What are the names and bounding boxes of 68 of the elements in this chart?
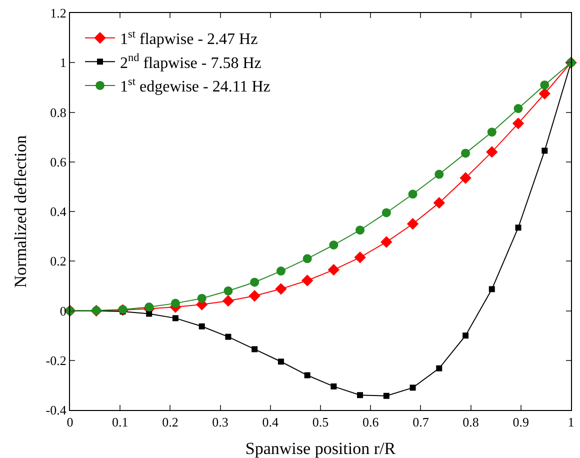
x-tick-label: 0.2: [162, 414, 178, 430]
point: [354, 252, 366, 264]
y-tick-label: 0: [60, 303, 66, 318]
point: [248, 290, 260, 302]
point: [304, 372, 310, 378]
x-tick-label: 0.4: [262, 414, 280, 430]
point: [540, 80, 550, 90]
point: [433, 196, 445, 209]
point: [250, 278, 260, 287]
point: [222, 294, 234, 307]
point: [275, 283, 287, 295]
point: [198, 323, 205, 330]
point: [276, 266, 286, 276]
x-tick-label: 0.3: [212, 414, 228, 430]
point: [538, 88, 550, 100]
point: [357, 392, 364, 398]
y-tick-label: 1.2: [50, 6, 66, 21]
point: [410, 384, 416, 391]
point: [224, 286, 233, 296]
point: [514, 104, 523, 114]
point: [225, 334, 232, 340]
point: [301, 274, 314, 286]
point: [406, 218, 419, 230]
point: [512, 118, 524, 130]
point: [380, 236, 392, 248]
x-tick-label: 0.6: [362, 414, 380, 430]
point: [486, 146, 498, 158]
y-tick-label: 0.6: [50, 154, 67, 170]
point: [462, 332, 469, 339]
point: [302, 254, 312, 264]
legend-label: 1$^{st}$ edgewise - 24.11 Hz: [120, 76, 270, 96]
point: [330, 383, 337, 390]
x-tick-label: 0.8: [462, 414, 479, 430]
point: [515, 224, 522, 231]
point: [170, 298, 180, 308]
point: [436, 365, 442, 372]
y-tick-label: -0.2: [46, 352, 66, 368]
legend-label: 2$^{nd}$ flapwise - 7.58 Hz: [120, 52, 262, 72]
x-tick-label: 0.7: [412, 414, 430, 430]
x-axis-title: Spanwise position r/R: [245, 439, 396, 458]
point: [252, 346, 258, 352]
point: [434, 170, 444, 179]
point: [542, 148, 548, 154]
x-tick-label: 0.9: [512, 414, 530, 430]
y-tick-label: 0.8: [50, 104, 66, 120]
y-axis-title: Normalized deflection: [11, 134, 30, 288]
y-tick-label: -0.4: [46, 402, 67, 418]
point: [461, 148, 470, 158]
point: [328, 264, 340, 276]
point: [383, 392, 390, 399]
point: [460, 172, 472, 184]
y-tick-label: 0.2: [50, 254, 66, 269]
point: [408, 190, 418, 199]
legend-label: 1$^{st}$ flapwise - 2.47 Hz: [120, 28, 258, 48]
x-tick-label: 0.5: [312, 414, 329, 430]
point: [197, 294, 206, 303]
point: [278, 358, 284, 365]
point: [144, 302, 154, 312]
point: [329, 240, 338, 250]
x-tick-label: 0.1: [112, 414, 128, 430]
x-tick-label: 1: [568, 414, 574, 430]
point: [488, 286, 495, 292]
y-tick-label: 0.4: [50, 204, 67, 220]
point: [356, 226, 365, 235]
y-tick-label: 1: [60, 55, 66, 70]
point: [382, 208, 391, 218]
point: [487, 128, 496, 137]
point: [172, 315, 178, 322]
